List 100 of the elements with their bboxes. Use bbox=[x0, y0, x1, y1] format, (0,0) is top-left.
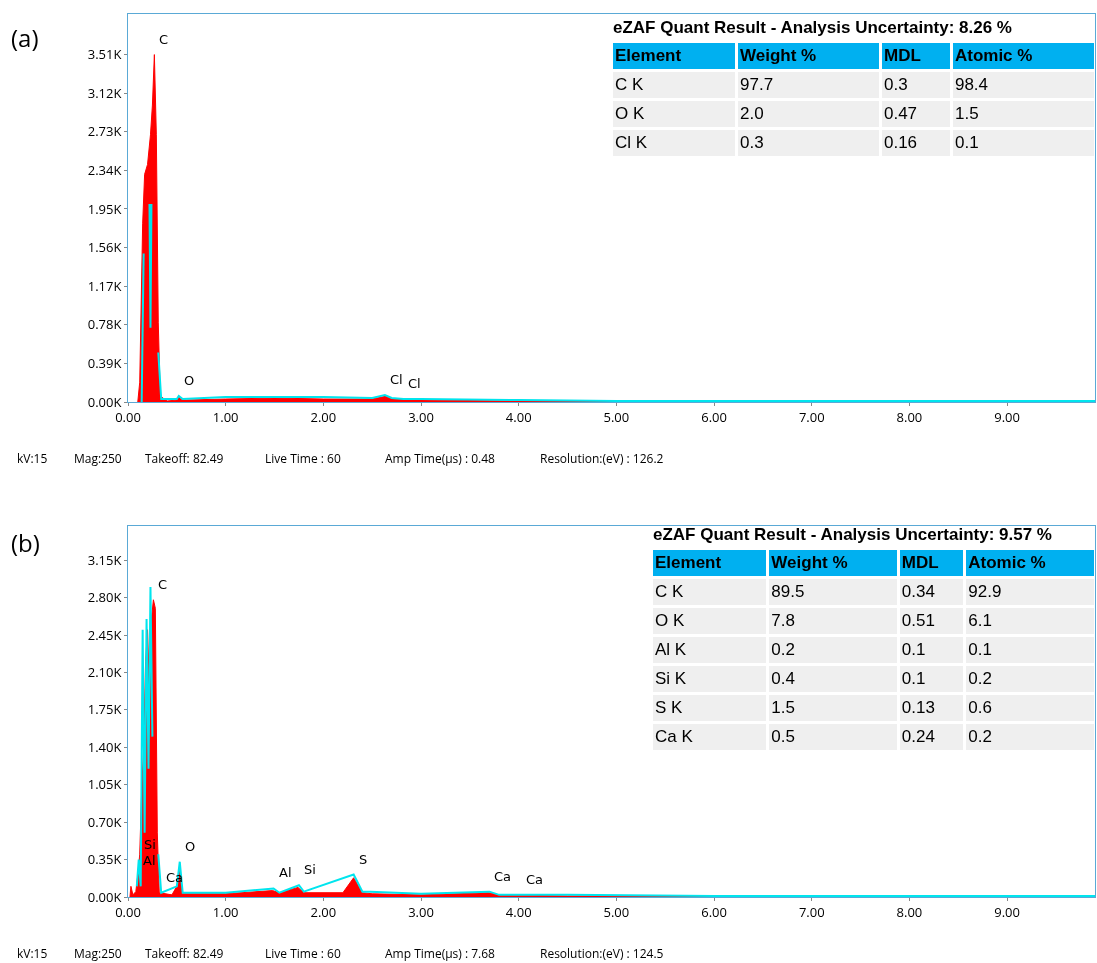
text: Live Time : 60 bbox=[265, 945, 341, 962]
annotation: 0.13 bbox=[899, 695, 964, 721]
y-tick-label: 0.35K bbox=[87, 850, 122, 869]
annotation: 0.5 bbox=[769, 724, 897, 750]
annotation: 0.1 bbox=[966, 637, 1094, 663]
annotation: Element bbox=[653, 550, 767, 576]
y-tick-label: 1.75K bbox=[87, 700, 122, 719]
x-tick-label: 3.00 bbox=[408, 902, 434, 921]
annotation: O bbox=[184, 373, 195, 388]
annotation: 0.1 bbox=[899, 637, 964, 663]
annotation: Element bbox=[613, 43, 736, 69]
text: Resolution:(eV) : 124.5 bbox=[540, 945, 664, 962]
x-tick-label: 2.00 bbox=[310, 902, 337, 921]
y-tick-label: 1.40K bbox=[87, 737, 122, 756]
annotation: 0.6 bbox=[966, 695, 1094, 721]
text: Resolution:(eV) : 126.2 bbox=[540, 450, 664, 467]
annotation: 2.0 bbox=[738, 101, 879, 127]
text: kV:15 bbox=[17, 945, 48, 962]
x-tick-label: 5.00 bbox=[603, 407, 630, 426]
x-tick-label: 8.00 bbox=[896, 902, 923, 921]
y-tick-label: 3.12K bbox=[87, 83, 122, 102]
y-tick-label: 0.70K bbox=[87, 812, 122, 831]
annotation: 89.5 bbox=[769, 579, 897, 605]
text: kV:15 bbox=[17, 450, 48, 467]
y-tick-label: 2.73K bbox=[87, 122, 122, 141]
annotation: Ca bbox=[494, 869, 512, 884]
annotation: 0.3 bbox=[881, 72, 950, 98]
x-tick-label: 1.00 bbox=[212, 407, 239, 426]
annotation: 1.5 bbox=[769, 695, 897, 721]
annotation: 0.1 bbox=[899, 666, 964, 692]
annotation: 1.5 bbox=[952, 101, 1094, 127]
annotation: S bbox=[359, 852, 368, 867]
annotation: Si bbox=[304, 862, 316, 877]
text: eZAF Quant Result - Analysis Uncertainty: 9.57 % bbox=[652, 525, 1053, 546]
text: Takeoff: 82.49 bbox=[145, 450, 224, 467]
y-tick-label: 0.39K bbox=[87, 353, 122, 372]
annotation: 0.16 bbox=[881, 130, 950, 156]
y-tick-label: 3.15K bbox=[87, 550, 122, 569]
annotation: Cl bbox=[390, 372, 403, 387]
annotation: Al K bbox=[653, 637, 767, 663]
x-tick-label: 4.00 bbox=[505, 902, 532, 921]
annotation: 0.2 bbox=[966, 666, 1094, 692]
text: Amp Time(μs) : 0.48 bbox=[385, 450, 496, 467]
annotation: MDL bbox=[881, 43, 950, 69]
annotation: 0.2 bbox=[966, 724, 1094, 750]
annotation: C bbox=[159, 32, 169, 47]
annotation: C K bbox=[613, 72, 736, 98]
x-tick-label: 9.00 bbox=[994, 407, 1020, 426]
x-tick-label: 9.00 bbox=[994, 902, 1020, 921]
annotation: Cl K bbox=[613, 130, 736, 156]
y-tick-label: 2.34K bbox=[87, 160, 122, 179]
x-tick-label: 6.00 bbox=[701, 902, 727, 921]
x-tick-label: 1.00 bbox=[212, 902, 239, 921]
annotation: Weight % bbox=[738, 43, 879, 69]
annotation: 0.4 bbox=[769, 666, 897, 692]
annotation: Atomic % bbox=[966, 550, 1094, 576]
x-tick-label: 6.00 bbox=[701, 407, 727, 426]
annotation: MDL bbox=[899, 550, 964, 576]
annotation: 0.24 bbox=[899, 724, 964, 750]
y-tick-label: 3.51K bbox=[87, 45, 122, 64]
y-tick-label: 2.10K bbox=[87, 663, 122, 682]
y-tick-label: 1.05K bbox=[87, 775, 122, 794]
x-tick-label: 8.00 bbox=[896, 407, 923, 426]
annotation: 0.2 bbox=[769, 637, 897, 663]
annotation: O K bbox=[613, 101, 736, 127]
annotation: 92.9 bbox=[966, 579, 1094, 605]
annotation: Ca bbox=[526, 872, 544, 887]
annotation: Al bbox=[143, 853, 156, 868]
x-tick-label: 3.00 bbox=[408, 407, 434, 426]
text: Live Time : 60 bbox=[265, 450, 341, 467]
text: eZAF Quant Result - Analysis Uncertainty: 8.26 % bbox=[612, 18, 1013, 39]
annotation: Al bbox=[279, 865, 292, 880]
annotation: 0.51 bbox=[899, 608, 964, 634]
annotation: 0.34 bbox=[899, 579, 964, 605]
annotation: 97.7 bbox=[738, 72, 879, 98]
text: Takeoff: 82.49 bbox=[145, 945, 224, 962]
text: Mag:250 bbox=[74, 945, 122, 962]
y-tick-label: 2.80K bbox=[87, 588, 122, 607]
annotation: Si bbox=[144, 837, 156, 852]
annotation: 7.8 bbox=[769, 608, 897, 634]
annotation: 0.47 bbox=[881, 101, 950, 127]
chart-title: (b) bbox=[10, 525, 40, 559]
annotation: S K bbox=[653, 695, 767, 721]
annotation: Ca K bbox=[653, 724, 767, 750]
annotation: Cl bbox=[408, 376, 421, 391]
y-tick-label: 0.78K bbox=[87, 315, 122, 334]
annotation: O bbox=[185, 839, 196, 854]
text: Amp Time(μs) : 7.68 bbox=[385, 945, 496, 962]
y-tick-label: 1.56K bbox=[87, 238, 122, 257]
text: Mag:250 bbox=[74, 450, 122, 467]
chart-title: (a) bbox=[10, 20, 39, 54]
x-tick-label: 7.00 bbox=[798, 407, 825, 426]
annotation: C K bbox=[653, 579, 767, 605]
y-tick-label: 1.17K bbox=[87, 276, 122, 295]
annotation: 0.1 bbox=[952, 130, 1094, 156]
x-tick-label: 7.00 bbox=[798, 902, 825, 921]
y-tick-label: 2.45K bbox=[87, 625, 122, 644]
x-tick-label: 5.00 bbox=[603, 902, 630, 921]
annotation: Weight % bbox=[769, 550, 897, 576]
x-tick-label: 4.00 bbox=[505, 407, 532, 426]
